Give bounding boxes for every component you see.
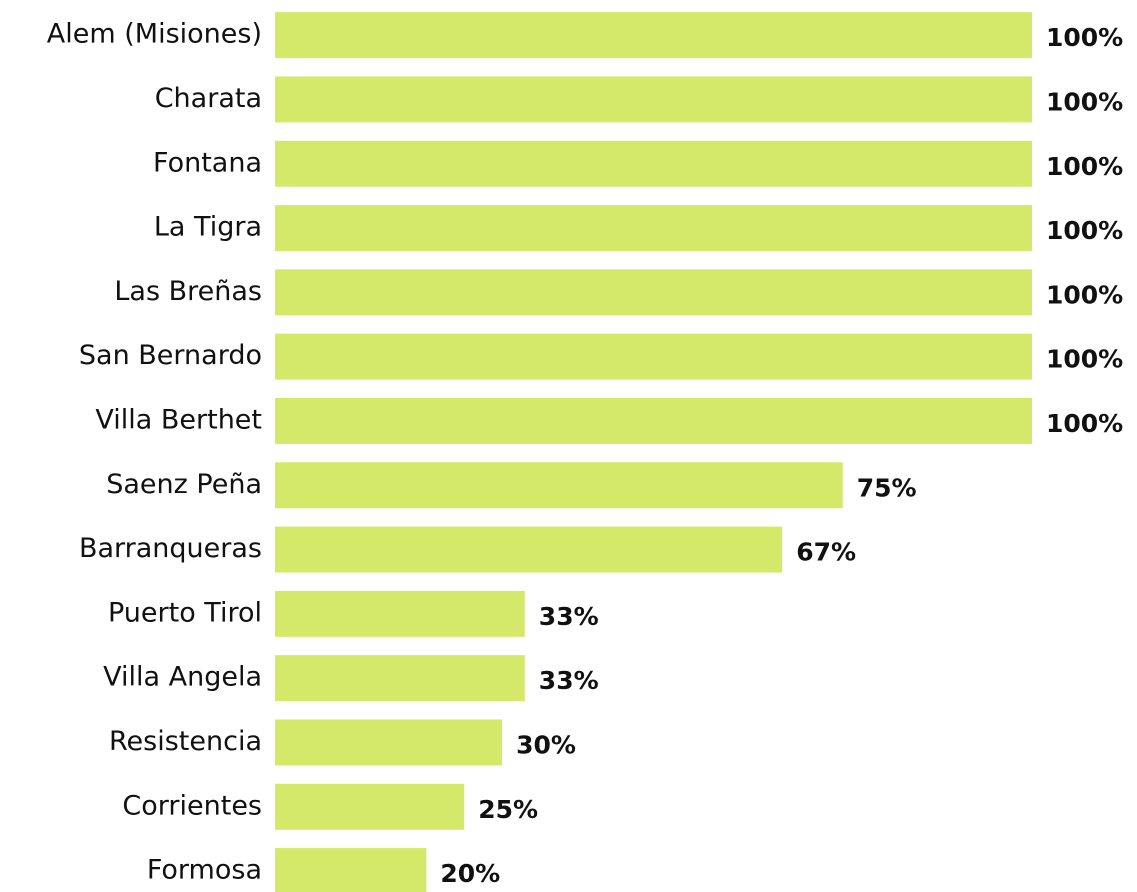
category-label: Corrientes [122, 790, 262, 821]
category-label: Barranqueras [79, 533, 262, 564]
bar [275, 140, 1032, 187]
bar [275, 848, 427, 892]
value-label: 100% [1046, 409, 1123, 438]
category-label: San Bernardo [79, 340, 262, 371]
category-label: Formosa [147, 855, 262, 886]
bar [275, 590, 525, 637]
value-label: 100% [1046, 152, 1123, 181]
value-label: 100% [1046, 87, 1123, 116]
bar [275, 205, 1032, 252]
value-label: 25% [478, 795, 538, 824]
category-label: Villa Angela [103, 662, 262, 693]
value-label: 20% [440, 859, 500, 888]
value-label: 100% [1046, 345, 1123, 374]
bar [275, 12, 1032, 59]
value-label: 100% [1046, 280, 1123, 309]
bar [275, 526, 783, 573]
value-label: 100% [1046, 23, 1123, 52]
category-label: Fontana [153, 147, 262, 178]
category-label: Saenz Peña [106, 469, 262, 500]
category-label: Puerto Tirol [108, 597, 262, 628]
bar [275, 397, 1032, 444]
value-label: 30% [516, 730, 576, 759]
category-label: Villa Berthet [95, 404, 262, 435]
bar [275, 76, 1032, 123]
bar [275, 783, 465, 830]
category-label: La Tigra [154, 212, 262, 243]
value-label: 33% [539, 602, 599, 631]
category-label: Alem (Misiones) [47, 19, 262, 50]
bar [275, 719, 503, 766]
value-label: 75% [857, 473, 917, 502]
category-label: Resistencia [109, 726, 262, 757]
value-label: 33% [539, 666, 599, 695]
bar [275, 462, 843, 509]
bar [275, 269, 1032, 316]
value-label: 100% [1046, 216, 1123, 245]
bar [275, 655, 525, 702]
category-label: Charata [155, 83, 262, 114]
category-label: Las Breñas [114, 276, 262, 307]
bar [275, 333, 1032, 380]
value-label: 67% [796, 538, 856, 567]
